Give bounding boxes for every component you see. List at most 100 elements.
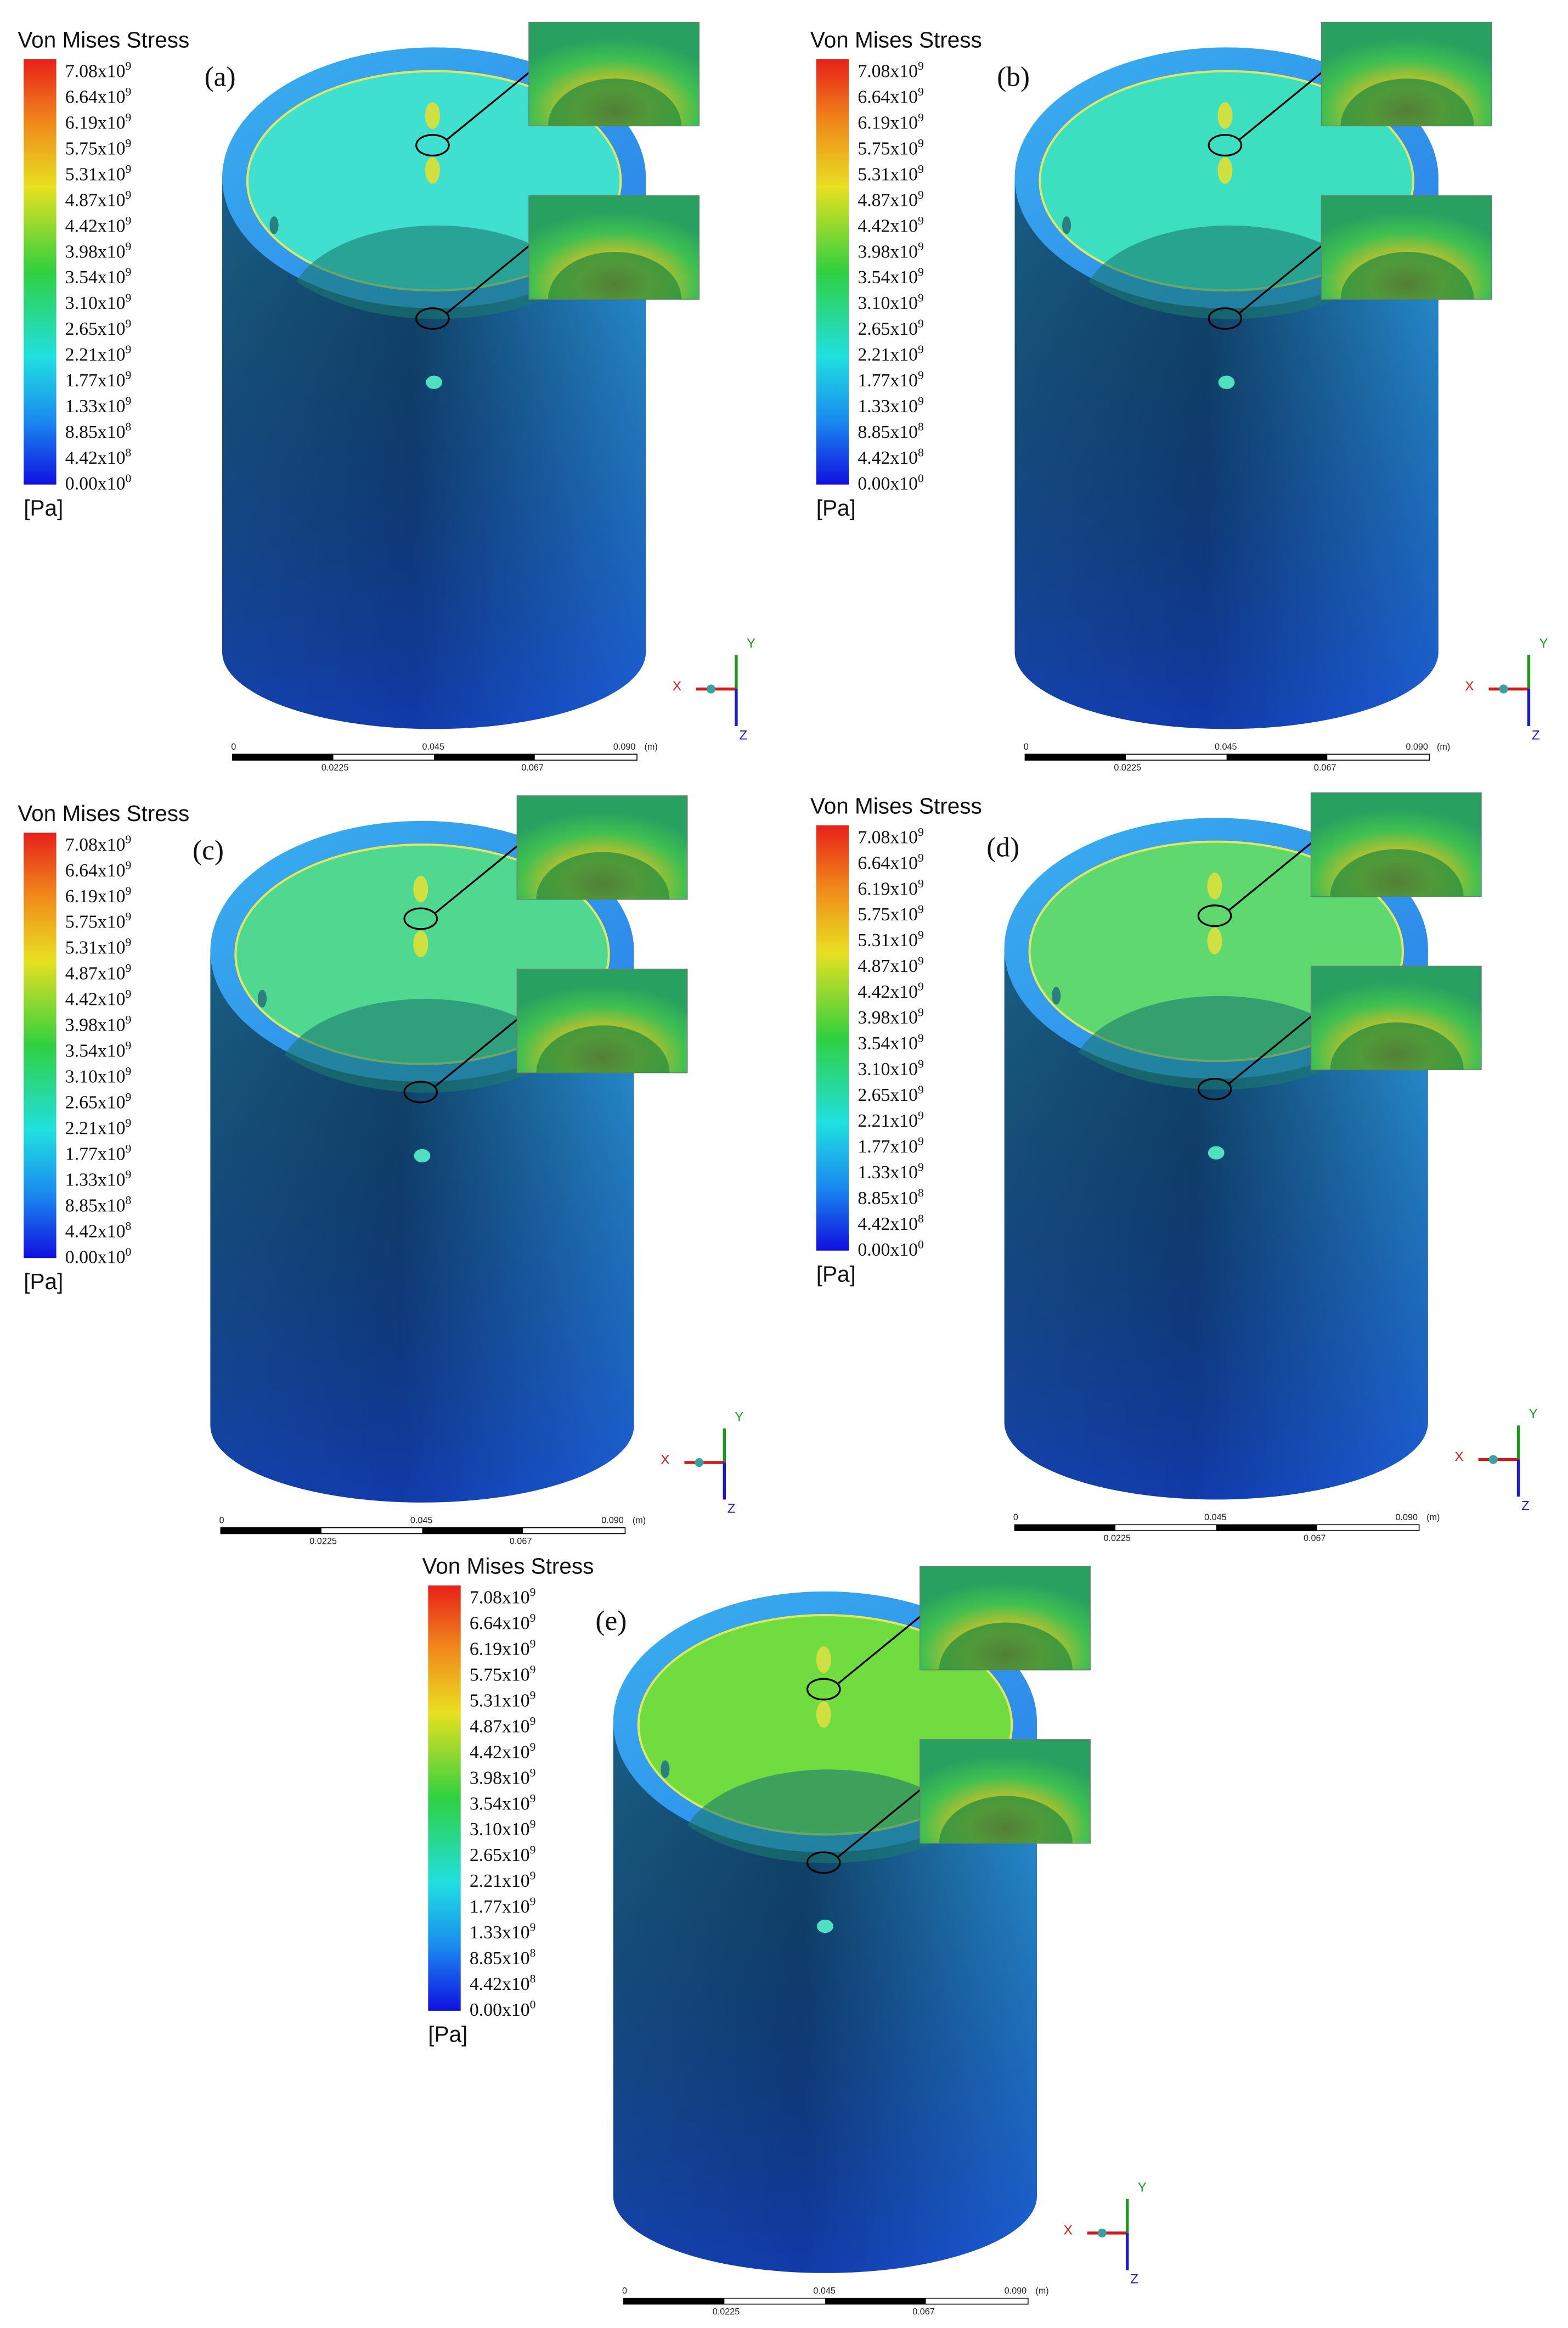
label-exponent: 9: [125, 162, 131, 176]
label-base: 8.85x10: [65, 1196, 126, 1216]
legend-label: 2.21x109: [470, 1869, 535, 1892]
model-view: Y X Z 0 0.045 0.090 (m) 0.0225 0.067 (e): [595, 1566, 1147, 2316]
scale-label: 0.090: [601, 1516, 624, 1526]
legend-label: 6.64x109: [65, 85, 131, 107]
leader-line: [435, 1013, 525, 1087]
legend-label: 7.08x109: [858, 59, 923, 81]
label-exponent: 9: [918, 929, 924, 942]
label-base: 5.31x10: [65, 938, 126, 958]
legend-label: 5.31x109: [65, 162, 131, 184]
label-exponent: 9: [125, 111, 131, 124]
scale-label: 0.090: [1406, 742, 1428, 752]
scale-bar-seg: [1216, 1525, 1317, 1531]
scale-label: 0.090: [613, 742, 636, 752]
label-base: 4.42x10: [65, 448, 126, 468]
legend-label: 3.10x109: [858, 291, 923, 314]
legend-label: 6.19x109: [65, 884, 131, 906]
label-exponent: 9: [530, 1818, 536, 1831]
label-exponent: 8: [918, 420, 924, 434]
cylinder-shade: [210, 951, 634, 1503]
leader-line: [1229, 1010, 1319, 1084]
slot: [425, 157, 440, 184]
legend-label: 3.98x109: [470, 1766, 535, 1789]
scale-bar-seg: [434, 754, 535, 761]
inset-hole: [939, 1622, 1073, 1670]
legend-label: 8.85x108: [858, 420, 923, 442]
slot: [413, 875, 428, 903]
legend-label: 1.33x109: [65, 395, 131, 417]
leader-line: [1239, 66, 1329, 140]
label-exponent: 9: [125, 1116, 131, 1129]
axis-label-z: Z: [727, 1502, 736, 1516]
model-view: Y X Z 0 0.045 0.090 (m) 0.0225 0.067 (b): [997, 21, 1548, 773]
label-base: 3.98x10: [65, 1015, 126, 1036]
scale-label: 0.067: [912, 2307, 935, 2316]
slot: [413, 930, 428, 958]
panel-label: (e): [595, 1605, 627, 1637]
label-exponent: 9: [530, 1637, 536, 1650]
axis-label-x: X: [673, 679, 681, 694]
panel: Von Mises Stress7.08x1096.64x1096.19x109…: [422, 1553, 594, 2046]
label-base: 4.87x10: [858, 190, 918, 210]
scale-label: 0.045: [1215, 742, 1237, 752]
legend-title: Von Mises Stress: [18, 801, 189, 826]
highlight-ring: [1197, 904, 1232, 927]
legend-label: 1.77x109: [470, 1895, 535, 1917]
legend-label: 4.42x108: [65, 1219, 131, 1241]
cylinder-shade: [1004, 948, 1428, 1500]
inset-hole: [536, 1025, 670, 1073]
label-exponent: 9: [918, 317, 924, 330]
label-base: 1.33x10: [858, 1162, 918, 1183]
label-base: 4.42x10: [858, 216, 918, 236]
label-exponent: 9: [918, 59, 924, 72]
legend-unit: [Pa]: [24, 1269, 63, 1294]
label-base: 0.00x10: [65, 474, 126, 494]
slot: [1207, 927, 1222, 954]
legend-label: 3.10x109: [858, 1058, 923, 1079]
legend-label: 4.87x109: [858, 188, 923, 210]
axis-origin: [1097, 2228, 1107, 2238]
label-base: 2.21x10: [858, 345, 918, 365]
hole: [257, 989, 267, 1008]
highlight-ring: [415, 307, 450, 330]
label-exponent: 9: [125, 317, 131, 330]
legend-label: 4.42x109: [470, 1740, 535, 1763]
scale-label: 0.045: [813, 2286, 836, 2296]
label-exponent: 9: [918, 111, 924, 124]
leader-line: [447, 239, 537, 313]
inner-shadow: [284, 999, 566, 1093]
slot: [1207, 873, 1222, 899]
label-exponent: 9: [918, 1109, 924, 1122]
legend-label: 7.08x109: [858, 825, 923, 848]
hole: [815, 1918, 835, 1935]
label-exponent: 9: [530, 1585, 536, 1599]
color-bar: [816, 59, 849, 485]
scale-label: (m): [633, 1516, 646, 1526]
label-base: 1.77x10: [858, 370, 918, 391]
legend-label: 6.64x109: [470, 1611, 535, 1633]
label-exponent: 9: [125, 1065, 131, 1078]
axis-label-y: Y: [735, 1409, 743, 1424]
inner-shadow: [687, 1769, 969, 1863]
legend-label: 1.77x109: [858, 369, 923, 391]
label-exponent: 9: [125, 266, 131, 279]
scale-label: 0.045: [422, 742, 445, 752]
label-base: 2.65x10: [65, 1093, 126, 1113]
scale-label: 0.090: [1395, 1512, 1418, 1522]
cylinder-shade: [1014, 178, 1439, 729]
legend-label: 3.54x109: [858, 1032, 923, 1054]
legend-label: 4.42x108: [858, 1212, 923, 1234]
label-exponent: 9: [918, 188, 924, 201]
legend-unit: [Pa]: [428, 2022, 467, 2047]
leader-line: [1239, 239, 1329, 313]
inset-hole: [548, 252, 682, 300]
label-base: 3.10x10: [858, 1059, 918, 1079]
legend-label: 2.21x109: [858, 1109, 923, 1132]
legend-label: 0.00x100: [858, 1238, 923, 1260]
legend-label: 8.85x108: [65, 1194, 131, 1216]
label-exponent: 9: [918, 825, 924, 839]
label-exponent: 0: [918, 472, 924, 485]
label-base: 4.42x10: [65, 216, 126, 236]
leader-line: [838, 1783, 928, 1858]
label-exponent: 9: [918, 954, 924, 968]
